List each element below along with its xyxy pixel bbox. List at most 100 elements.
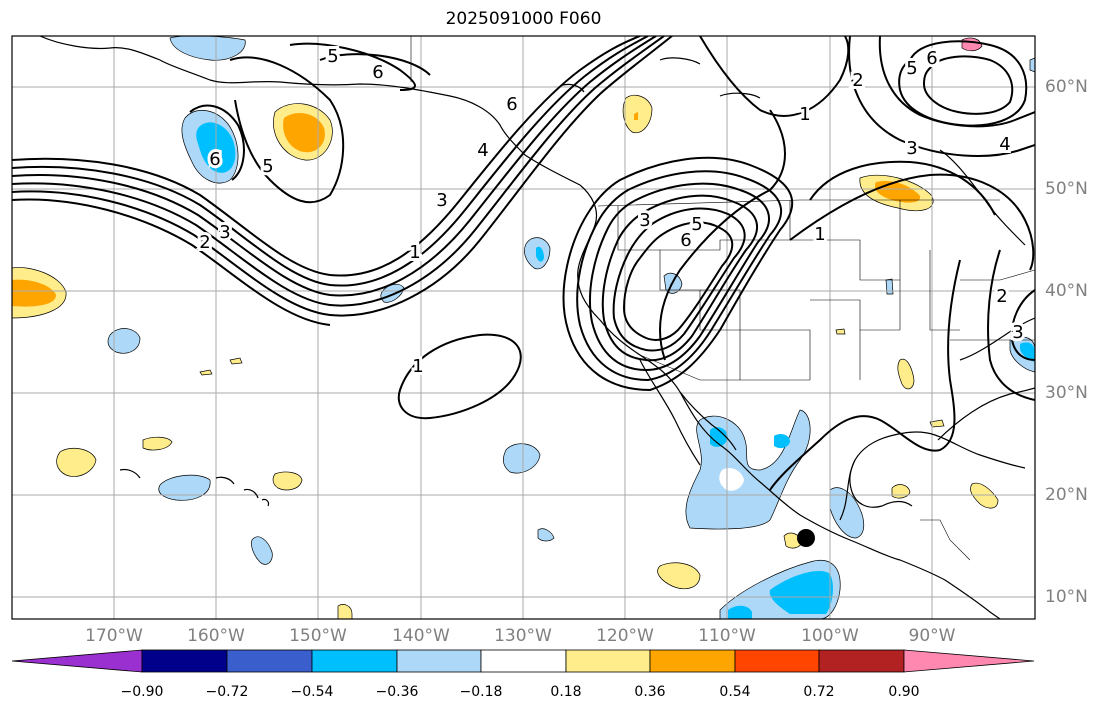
colorbar-tick-label: −0.18 [459, 684, 503, 700]
positive-anomaly-1 [56, 447, 97, 477]
colorbar-segment [903, 649, 1035, 673]
positive-anomaly-12 [929, 419, 945, 428]
longitude-label: 160°W [187, 626, 245, 646]
longitude-label: 140°W [392, 626, 450, 646]
colorbar-segment [565, 649, 651, 673]
negative-anomaly-12 [1029, 57, 1035, 73]
negative-anomaly-2 [158, 474, 211, 501]
map-title: 2025091000 F060 [445, 9, 602, 29]
longitude-label: 150°W [289, 626, 347, 646]
contour-label: 6 [209, 149, 220, 170]
contour-label: 1 [409, 242, 420, 263]
political-borders [410, 36, 1035, 561]
colorbar-segment [480, 649, 567, 673]
contour-label: 3 [219, 222, 230, 243]
colorbar-segment [649, 649, 736, 673]
colorbar-tick-label: −0.72 [205, 684, 249, 700]
longitude-label: 170°W [85, 626, 143, 646]
longitude-label: 90°W [908, 626, 956, 646]
contour-label: 1 [412, 356, 423, 377]
negative-anomaly-5-core [536, 246, 544, 262]
contour-label: 6 [372, 62, 383, 83]
colorbar-tick-label: −0.90 [120, 684, 164, 700]
positive-anomaly-7 [657, 562, 701, 589]
negative-anomaly-south-core [769, 571, 833, 614]
height-contours [12, 36, 1035, 491]
latitude-label: 40°N [1045, 281, 1088, 301]
colorbar-segment [141, 649, 228, 673]
colorbar [11, 649, 1035, 673]
negative-anomaly-mexico-core-1 [710, 427, 728, 447]
negative-anomaly-mexico-core-2 [774, 434, 790, 449]
contour-label: 3 [1012, 322, 1023, 343]
colorbar-segment [396, 649, 482, 673]
negative-anomaly-8 [829, 487, 865, 539]
contour-label: 2 [852, 70, 863, 91]
colorbar-tick-label: 0.90 [888, 684, 920, 700]
colorbar-tick-label: 0.18 [550, 684, 582, 700]
negative-anomaly-1 [107, 328, 141, 354]
positive-anomaly-gulf-of-alaska-core [283, 113, 325, 153]
colorbar-tick-label: 0.36 [634, 684, 666, 700]
contour-label: 3 [639, 210, 650, 231]
contour-label: 2 [199, 232, 210, 253]
contour-label-group: 5 6 6 5 2 3 1 1 3 4 6 3 5 6 1 1 2 3 4 5 … [196, 43, 1026, 380]
colorbar-segment [11, 649, 143, 673]
colorbar-segment [734, 649, 820, 673]
positive-anomaly-11 [970, 482, 999, 509]
contour-label: 4 [999, 134, 1010, 155]
colorbar-segment [311, 649, 398, 673]
negative-anomaly-south-core-2 [728, 605, 752, 619]
positive-anomaly-2 [142, 436, 173, 451]
contour-label: 4 [477, 140, 488, 161]
positive-anomaly-3 [272, 471, 303, 491]
longitude-label: 100°W [801, 626, 859, 646]
negative-anomaly-3 [251, 536, 273, 565]
positive-anomaly-6-core [634, 112, 638, 120]
latitude-label: 20°N [1045, 485, 1088, 505]
negative-anomaly-7 [537, 528, 555, 542]
coastlines [39, 36, 1035, 619]
contour-label: 5 [262, 156, 273, 177]
contour-label: 5 [327, 46, 338, 67]
negative-anomaly-mexico-white [719, 468, 744, 491]
map-frame [11, 35, 1036, 620]
negative-anomaly-9-core [1020, 342, 1035, 362]
contour-label: 5 [906, 58, 917, 79]
contour-label: 2 [996, 286, 1007, 307]
positive-anomaly-great-lakes-core [874, 180, 921, 203]
colorbar-tick-label: 0.72 [803, 684, 835, 700]
negative-anomaly-10 [885, 278, 894, 295]
negative-anomaly-6 [503, 443, 541, 474]
colorbar-tick-label: −0.36 [375, 684, 419, 700]
positive-anomaly-4 [199, 369, 213, 376]
latitude-label: 30°N [1045, 383, 1088, 403]
positive-anomaly-13 [835, 328, 846, 335]
contour-label: 3 [436, 190, 447, 211]
colorbar-tick-label: −0.54 [290, 684, 334, 700]
longitude-label: 120°W [596, 626, 654, 646]
positive-anomaly-5 [229, 357, 243, 365]
colorbar-tick-label: 0.54 [719, 684, 751, 700]
contour-label: 6 [680, 230, 691, 251]
colorbar-segment [226, 649, 313, 673]
latitude-label: 10°N [1045, 587, 1088, 607]
storm-location-dot [797, 529, 815, 547]
contour-label: 1 [814, 224, 825, 245]
longitude-label: 130°W [494, 626, 552, 646]
contour-label: 6 [926, 48, 937, 69]
longitude-label: 110°W [698, 626, 756, 646]
contour-label: 1 [799, 104, 810, 125]
negative-anomaly-north [169, 36, 246, 61]
latitude-label: 60°N [1045, 77, 1088, 97]
graticule [12, 36, 1035, 619]
positive-anomaly-west-edge-core [12, 279, 56, 307]
latitude-label: 50°N [1045, 179, 1088, 199]
contour-label: 5 [691, 214, 702, 235]
contour-label: 6 [506, 94, 517, 115]
contour-label: 3 [906, 138, 917, 159]
colorbar-segment [818, 649, 905, 673]
positive-anomaly-14 [337, 604, 353, 619]
positive-anomaly-9 [897, 358, 915, 390]
